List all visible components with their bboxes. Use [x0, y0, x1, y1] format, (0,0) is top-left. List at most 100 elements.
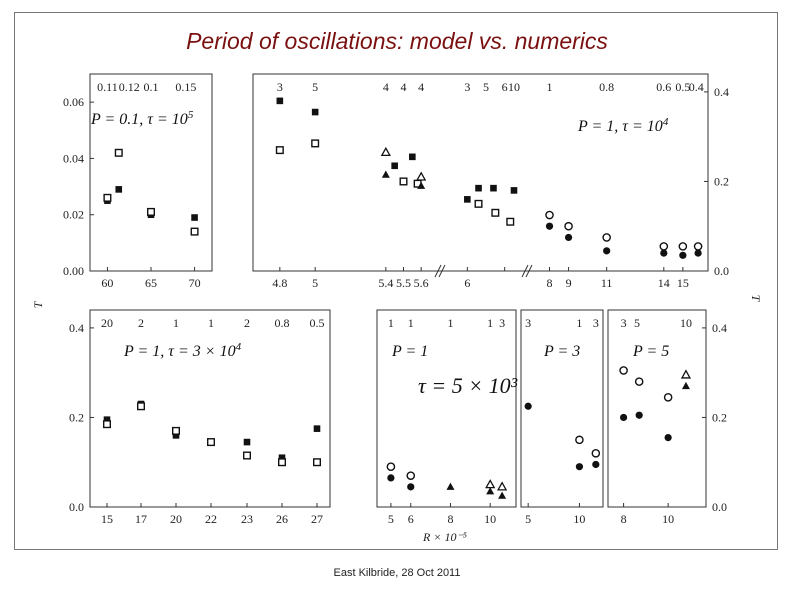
plot-frame-p4: [376, 309, 517, 508]
data-point-filled-square: [409, 153, 416, 161]
axis-break: [525, 264, 533, 278]
xtick-label: 60: [101, 276, 113, 290]
tau-annotation: τ = 5 × 10³: [418, 373, 518, 398]
xtick-label: 6: [464, 276, 470, 290]
data-point-open-triangle: [485, 479, 496, 489]
data-point-open-square: [102, 420, 111, 429]
xtick-label: 17: [135, 512, 147, 526]
data-point-filled-triangle: [498, 491, 507, 499]
data-point-open-square: [474, 199, 483, 208]
data-point-filled-circle: [407, 483, 415, 491]
data-point-filled-square: [243, 438, 251, 446]
top-label: 3: [525, 316, 531, 330]
data-point-filled-square: [172, 432, 180, 439]
top-label: 0.1: [144, 80, 159, 94]
slide-title: Period of oscillations: model vs. numeri…: [186, 28, 608, 54]
xtick-label: 65: [145, 276, 157, 290]
panel-annotation-p6: P = 5: [632, 343, 669, 360]
chart-p1: 0.00 0.02 0.04 0.06 60 65 70 0.11 0.12 0.1 0.15 P =…: [63, 73, 213, 290]
ytick-label: 0.2: [714, 174, 729, 188]
axis-break-marks: [434, 264, 533, 278]
ytick-label: 0.02: [63, 208, 84, 222]
data-point-open-square: [114, 148, 123, 157]
xtick-label: 10: [484, 512, 496, 526]
xtick-label: 10: [573, 512, 585, 526]
data-point-open-triangle: [416, 171, 427, 181]
top-label: 2: [244, 316, 250, 330]
xtick-label: 5: [388, 512, 394, 526]
top-label: 20: [101, 316, 113, 330]
top-label: 5: [483, 80, 489, 94]
top-label: 1: [173, 316, 179, 330]
plot-frame-p5: [520, 309, 604, 508]
data-point-filled-circle: [575, 463, 584, 471]
data-point-open-triangle: [380, 146, 391, 157]
xtick-label: 22: [205, 512, 217, 526]
plot-frame-p6: [607, 309, 707, 508]
chart-p4: 5 6 8 101 1 1 1 3P = 1: [376, 309, 517, 526]
chart-p2: 0.00.20.44.8 5 5.4 5.5 5.6 6 8 9 11 14 153 5 4 4 4 3 5 6 1…: [252, 73, 729, 290]
top-label: 10: [508, 80, 520, 94]
slide-footer: East Kilbride, 28 Oct 2011: [333, 567, 461, 579]
data-point-filled-circle: [660, 249, 668, 257]
data-point-open-square: [242, 451, 251, 460]
xtick-label: 6: [408, 512, 414, 526]
top-label: 3: [593, 316, 599, 330]
ytick-label: 0.4: [69, 321, 84, 335]
data-point-filled-square: [103, 416, 111, 423]
data-point-open-square: [103, 193, 112, 202]
data-point-open-circle: [591, 448, 601, 458]
data-point-filled-circle: [603, 247, 611, 255]
data-point-filled-square: [313, 425, 321, 432]
data-point-open-circle: [619, 366, 628, 375]
data-point-filled-square: [311, 108, 319, 116]
data-point-open-square: [506, 217, 515, 226]
ytick-label: 0.0: [712, 500, 727, 514]
xtick-label: 5.5: [396, 276, 411, 290]
top-label: 5: [634, 316, 640, 330]
panel-annotation-p5: P = 3: [543, 343, 580, 360]
top-label: 0.12: [119, 80, 140, 94]
data-point-filled-circle: [564, 233, 573, 242]
xtick-label: 5: [525, 512, 531, 526]
data-point-filled-circle: [524, 402, 532, 410]
panel-annotation-p1: P = 0.1, τ = 105: [90, 109, 194, 128]
chart-p3: 0.0 0.2 0.4 15 17 20 22 23 26 27 20 2 1 1 2 0.8 0.5 P = 1…: [69, 309, 331, 526]
data-point-open-square: [278, 458, 287, 467]
slide-frame: [14, 12, 778, 550]
data-point-open-circle: [602, 233, 611, 242]
data-point-filled-triangle: [681, 381, 690, 390]
top-label: 0.8: [599, 80, 614, 94]
data-point-filled-square: [464, 196, 471, 203]
top-label: 3: [277, 80, 283, 94]
data-point-open-triangle: [496, 481, 508, 491]
data-point-open-square: [491, 208, 500, 217]
xtick-label: 9: [566, 276, 572, 290]
data-point-filled-square: [191, 214, 198, 221]
data-point-filled-triangle: [446, 482, 455, 490]
data-point-filled-circle: [387, 474, 395, 482]
xtick-label: 15: [101, 512, 113, 526]
xtick-label: 8: [621, 512, 627, 526]
data-point-open-square: [311, 139, 320, 148]
top-label: 3: [621, 316, 627, 330]
y-axis-label-right: T: [749, 295, 763, 303]
ytick-label: 0.06: [63, 95, 84, 109]
data-point-open-square: [171, 426, 180, 435]
data-point-open-square: [136, 402, 145, 411]
data-point-open-square: [190, 227, 199, 236]
top-label: 0.8: [275, 316, 290, 330]
xtick-label: 10: [662, 512, 674, 526]
data-point-open-circle: [406, 471, 416, 480]
data-point-filled-triangle: [486, 487, 495, 495]
data-point-filled-circle: [664, 434, 672, 442]
plot-frame-p3: [89, 309, 331, 508]
top-label: 2: [138, 316, 144, 330]
data-point-filled-triangle: [417, 181, 426, 189]
axis-break: [521, 264, 529, 278]
xtick-label: 5: [312, 276, 318, 290]
plot-frame-p2: [252, 73, 709, 272]
data-point-open-circle: [564, 221, 573, 231]
top-label: 6: [502, 80, 508, 94]
